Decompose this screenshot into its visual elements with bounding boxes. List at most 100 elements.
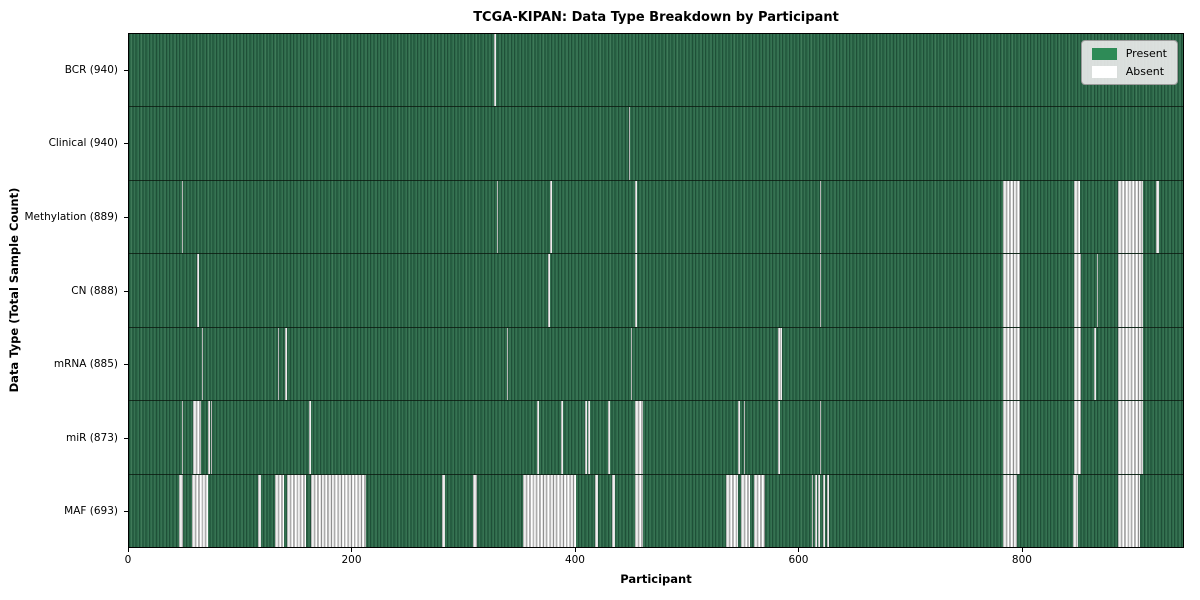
heatmap-row xyxy=(129,327,1183,402)
absent-stripe xyxy=(192,401,201,474)
absent-stripe xyxy=(743,401,746,474)
absent-stripe xyxy=(548,254,550,327)
absent-stripe xyxy=(594,474,598,547)
legend-absent-label: Absent xyxy=(1125,65,1165,78)
absent-stripe xyxy=(588,401,590,474)
absent-stripe xyxy=(628,107,631,180)
y-tick-mark xyxy=(124,143,128,145)
absent-stripe xyxy=(778,401,780,474)
y-tick-mark xyxy=(124,437,128,439)
absent-stripe xyxy=(1155,180,1160,254)
absent-stripe xyxy=(1002,254,1020,327)
y-tick-label: BCR (940) xyxy=(64,63,118,76)
absent-stripe xyxy=(822,474,825,547)
absent-stripe xyxy=(827,474,830,547)
x-tick-mark xyxy=(1021,548,1023,552)
y-tick-label: CN (888) xyxy=(71,284,118,297)
absent-stripe xyxy=(197,254,199,327)
present-swatch-icon xyxy=(1091,47,1117,60)
x-tick-mark xyxy=(128,548,129,552)
absent-stripe xyxy=(496,180,499,254)
x-tick-label: 0 xyxy=(124,554,132,566)
x-tick-label: 600 xyxy=(788,554,809,566)
absent-stripe xyxy=(725,474,738,547)
heatmap-row xyxy=(129,180,1183,255)
absent-stripe xyxy=(550,180,552,254)
absent-stripe xyxy=(1117,254,1143,327)
x-axis-label: Participant xyxy=(620,572,692,586)
plot-area: Present Absent xyxy=(128,33,1184,548)
absent-stripe xyxy=(738,401,740,474)
y-tick-label: Clinical (940) xyxy=(48,137,118,150)
heatmap-rows xyxy=(129,34,1183,547)
legend: Present Absent xyxy=(1080,40,1178,85)
x-tick-label: 800 xyxy=(1011,554,1032,566)
y-tick-label: Methylation (889) xyxy=(24,210,118,223)
absent-stripe xyxy=(1002,180,1020,254)
absent-stripe xyxy=(208,401,210,474)
absent-stripe xyxy=(1117,327,1143,401)
y-tick-mark xyxy=(124,216,128,218)
absent-stripe xyxy=(635,474,644,547)
absent-stripe xyxy=(286,474,306,547)
absent-stripe xyxy=(635,180,637,254)
absent-stripe xyxy=(311,474,366,547)
absent-stripe xyxy=(819,254,822,327)
absent-stripe xyxy=(780,327,783,401)
legend-entry-present: Present xyxy=(1091,47,1167,60)
absent-stripe xyxy=(811,474,814,547)
absent-stripe xyxy=(210,401,213,474)
absent-stripe xyxy=(815,474,817,547)
chart-title: TCGA-KIPAN: Data Type Breakdown by Parti… xyxy=(473,10,839,25)
absent-stripe xyxy=(1117,474,1141,547)
legend-present-label: Present xyxy=(1125,47,1167,60)
x-tick-mark xyxy=(574,548,576,552)
absent-stripe xyxy=(741,474,751,547)
y-tick-label: MAF (693) xyxy=(64,505,118,518)
y-tick-mark xyxy=(124,290,128,292)
heatmap-row xyxy=(129,34,1183,108)
absent-stripe xyxy=(1096,254,1099,327)
y-tick-mark xyxy=(124,511,128,513)
absent-stripe xyxy=(778,327,780,401)
absent-stripe xyxy=(308,401,311,474)
absent-stripe xyxy=(819,401,822,474)
absent-stripe xyxy=(1074,401,1082,474)
y-tick-label: miR (873) xyxy=(65,431,118,444)
absent-stripe xyxy=(1074,180,1080,254)
absent-stripe xyxy=(191,474,209,547)
absent-swatch-icon xyxy=(1091,65,1117,78)
absent-stripe xyxy=(635,401,644,474)
absent-stripe xyxy=(819,180,822,254)
heatmap-row xyxy=(129,254,1183,328)
heatmap-row xyxy=(129,107,1183,181)
absent-stripe xyxy=(630,327,633,401)
absent-stripe xyxy=(181,180,184,254)
absent-stripe xyxy=(1002,327,1020,401)
heatmap-row xyxy=(129,474,1183,547)
absent-stripe xyxy=(536,401,539,474)
y-tick-mark xyxy=(124,69,128,71)
absent-stripe xyxy=(1074,254,1082,327)
absent-stripe xyxy=(277,327,280,401)
absent-stripe xyxy=(473,474,477,547)
x-tick-label: 400 xyxy=(564,554,585,566)
absent-stripe xyxy=(1073,474,1078,547)
absent-stripe xyxy=(181,401,184,474)
absent-stripe xyxy=(753,474,765,547)
absent-stripe xyxy=(561,401,564,474)
absent-stripe xyxy=(611,474,616,547)
absent-stripe xyxy=(1002,401,1020,474)
absent-stripe xyxy=(1002,474,1018,547)
absent-stripe xyxy=(818,474,821,547)
absent-stripe xyxy=(523,474,576,547)
absent-stripe xyxy=(1074,327,1082,401)
y-tick-label: mRNA (885) xyxy=(53,358,118,371)
absent-stripe xyxy=(608,401,611,474)
absent-stripe xyxy=(494,34,497,107)
x-tick-mark xyxy=(798,548,800,552)
absent-stripe xyxy=(201,327,204,401)
absent-stripe xyxy=(1117,401,1143,474)
absent-stripe xyxy=(506,327,509,401)
